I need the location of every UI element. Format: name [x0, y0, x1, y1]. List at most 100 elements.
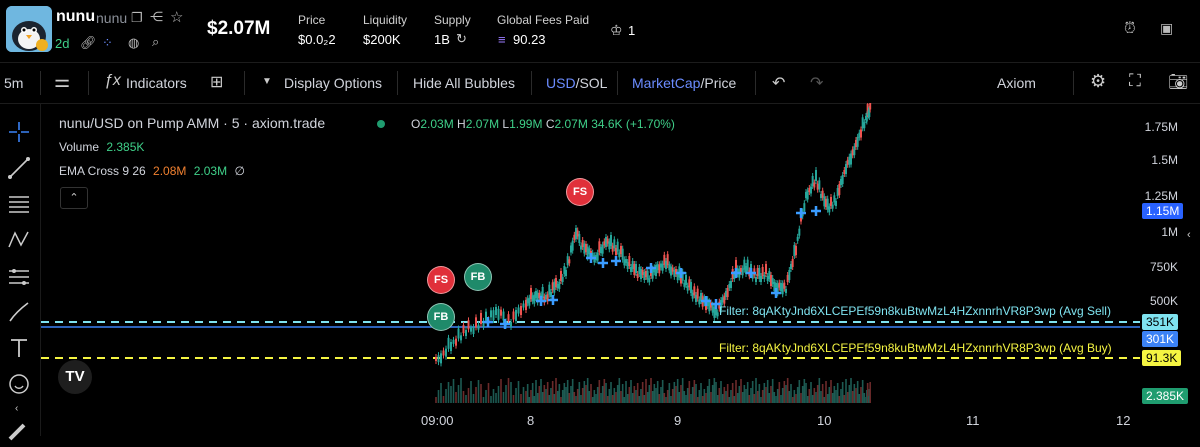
indicators-button[interactable]: Indicators	[126, 75, 187, 91]
candle	[796, 236, 799, 241]
indicators-icon[interactable]: ƒx	[104, 72, 121, 89]
interval-button[interactable]: 5m	[4, 75, 24, 91]
display-options-button[interactable]: Display Options	[284, 75, 383, 91]
text-icon[interactable]	[6, 335, 32, 361]
hide-bubbles-button[interactable]: Hide All Bubbles	[413, 75, 515, 91]
price-value: $0.0₂2	[298, 32, 336, 47]
currency-toggle[interactable]: USD/SOL	[546, 75, 607, 91]
trend-line-icon[interactable]	[6, 155, 32, 181]
volume-bar	[786, 378, 789, 403]
volume-bar	[688, 381, 691, 403]
volume-bar	[576, 389, 579, 403]
volume-bar	[853, 384, 856, 403]
volume-bar	[845, 379, 847, 403]
link-icon[interactable]: 🔗︎	[80, 35, 97, 50]
layout-icon[interactable]: ▣	[1160, 20, 1174, 36]
chevron-down-icon[interactable]: ▼	[262, 76, 272, 87]
change-value: 34.6K (+1.70%)	[591, 117, 675, 131]
candle	[825, 199, 827, 207]
volume-bar	[575, 396, 577, 403]
volume-bar	[866, 383, 869, 403]
candle	[680, 277, 682, 284]
emoji-icon[interactable]	[6, 371, 32, 397]
ema-hide-toggle[interactable]: ∅	[234, 164, 245, 178]
volume-bar	[723, 387, 726, 403]
pattern-icon[interactable]	[6, 227, 32, 253]
alarm-icon[interactable]: ⏰︎	[1124, 20, 1136, 37]
globe-icon[interactable]: ◍	[128, 35, 140, 50]
collapse-legend-button[interactable]: ⌃	[60, 187, 88, 209]
candle	[695, 295, 697, 302]
time-axis[interactable]: 09:00 8 9 10 11 12	[41, 405, 1140, 436]
volume-bar	[531, 383, 534, 403]
screenshot-icon[interactable]: 📷︎	[1168, 74, 1189, 91]
price-chart[interactable]: nunu/USD on Pump AMM · 5 · axiom.trade O…	[41, 103, 1140, 405]
source-label[interactable]: Axiom	[997, 75, 1036, 91]
high-value: 2.07M	[465, 117, 500, 131]
chevron-left-icon[interactable]: ‹	[15, 403, 19, 414]
volume-value: 2.385K	[106, 140, 145, 154]
crosshair-icon[interactable]	[6, 119, 32, 145]
refresh-icon[interactable]: ↻	[456, 31, 467, 46]
share-icon[interactable]: ⋲	[150, 9, 163, 24]
candle	[533, 294, 536, 304]
volume-bar	[756, 391, 759, 403]
undo-icon[interactable]: ↶	[772, 75, 786, 92]
candle	[515, 310, 517, 321]
copy-icon[interactable]: ❐	[131, 10, 143, 25]
ruler-icon[interactable]	[6, 421, 32, 447]
templates-icon[interactable]: ⊞	[210, 74, 224, 91]
mode-price[interactable]: /Price	[700, 75, 737, 91]
crown-icon[interactable]: ♔	[610, 22, 623, 38]
fs-bubble[interactable]: FS	[566, 178, 594, 206]
fb-bubble[interactable]: FB	[427, 303, 455, 331]
mode-toggle[interactable]: MarketCap/Price	[632, 75, 736, 91]
tradingview-logo[interactable]: TV	[58, 360, 92, 394]
price-axis[interactable]: 1.75M 1.5M 1.25M 1M 750K 500K ‹	[1140, 103, 1200, 405]
candle	[845, 164, 847, 174]
volume-bar	[869, 382, 871, 403]
volume-bar	[736, 393, 739, 403]
fullscreen-icon[interactable]: ⛶	[1129, 71, 1141, 90]
candle	[763, 275, 766, 279]
candle	[470, 327, 472, 332]
chart-toolbar: 5m ⚌ ƒx Indicators ⊞ ▼ Display Options H…	[0, 62, 1200, 104]
fb-bubble[interactable]: FB	[464, 263, 492, 291]
candle	[437, 355, 440, 363]
candle	[553, 281, 556, 293]
chevron-left-icon[interactable]: ‹	[1187, 229, 1191, 241]
volume-bar	[512, 395, 515, 403]
volume-bar	[568, 393, 571, 403]
volume-bar	[470, 381, 472, 403]
chart-canvas[interactable]	[41, 103, 1140, 405]
candle	[780, 283, 782, 291]
fib-icon[interactable]	[6, 191, 32, 217]
volume-bar	[743, 385, 746, 403]
community-icon[interactable]: ⁘	[102, 35, 113, 50]
candle	[826, 198, 829, 210]
redo-icon[interactable]: ↷	[810, 75, 824, 92]
volume-bar	[778, 382, 781, 403]
currency-usd[interactable]: USD	[546, 75, 576, 91]
settings-icon[interactable]: ⚙	[1090, 71, 1107, 91]
token-avatar[interactable]	[6, 6, 52, 52]
star-icon[interactable]: ☆	[170, 9, 184, 26]
fs-bubble[interactable]: FS	[427, 266, 455, 294]
search-icon[interactable]: ⌕	[152, 34, 160, 49]
candle	[776, 283, 779, 294]
volume-bar	[585, 385, 587, 403]
candle	[636, 274, 639, 278]
volume-bar	[665, 397, 667, 403]
candle	[765, 264, 767, 274]
candle	[526, 298, 529, 304]
candle-type-icon[interactable]: ⚌	[54, 71, 71, 91]
volume-bar	[583, 381, 586, 403]
volume-bar	[683, 391, 686, 403]
candle	[708, 301, 711, 312]
projection-icon[interactable]	[6, 263, 32, 289]
supply-value: 1B	[434, 32, 450, 47]
currency-sol[interactable]: /SOL	[575, 75, 608, 91]
brush-icon[interactable]	[6, 299, 32, 325]
mode-marketcap[interactable]: MarketCap	[632, 75, 701, 91]
candle	[621, 248, 624, 260]
